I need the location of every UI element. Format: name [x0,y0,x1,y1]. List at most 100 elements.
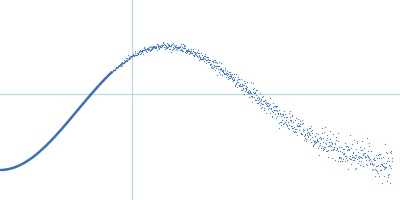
Point [154,44,161,47]
Point [202,61,209,65]
Point [146,46,152,49]
Point [190,47,196,51]
Point [132,52,138,55]
Point [120,61,126,64]
Point [166,44,172,47]
Point [310,139,316,142]
Point [300,122,306,125]
Point [118,64,125,67]
Point [305,134,311,137]
Point [273,116,280,119]
Point [250,91,256,94]
Point [152,45,158,48]
Point [197,57,203,60]
Point [346,158,353,161]
Point [196,59,202,62]
Point [159,45,166,48]
Point [130,53,136,56]
Point [332,158,338,162]
Point [168,44,174,47]
Point [321,147,328,150]
Point [372,174,378,177]
Point [288,125,294,128]
Point [369,168,376,172]
Point [301,134,308,137]
Point [327,138,334,141]
Point [365,155,371,158]
Point [328,145,334,148]
Point [237,82,244,86]
Point [317,136,324,139]
Point [193,54,200,57]
Point [188,52,195,55]
Point [201,55,207,58]
Point [367,161,373,165]
Point [150,46,156,49]
Point [268,108,274,111]
Point [259,105,265,109]
Point [291,126,298,129]
Point [181,44,187,47]
Point [363,154,370,157]
Point [175,46,182,49]
Point [135,51,142,54]
Point [255,97,262,101]
Point [159,43,165,46]
Point [182,51,189,54]
Point [128,55,134,58]
Point [226,76,232,80]
Point [144,50,150,53]
Point [121,61,127,64]
Point [208,64,215,67]
Point [237,84,243,87]
Point [241,92,247,96]
Point [207,58,214,61]
Point [349,154,355,157]
Point [338,156,344,159]
Point [117,62,123,66]
Point [134,52,141,56]
Point [273,109,279,112]
Point [128,56,134,59]
Point [349,142,355,145]
Point [371,162,377,165]
Point [182,48,189,51]
Point [289,124,295,127]
Point [172,45,178,48]
Point [308,140,314,143]
Point [374,163,381,167]
Point [339,159,346,162]
Point [153,47,159,50]
Point [370,167,376,170]
Point [306,133,313,136]
Point [305,130,312,133]
Point [184,48,190,51]
Point [227,77,233,80]
Point [314,138,320,142]
Point [238,78,244,81]
Point [278,113,285,116]
Point [204,55,210,59]
Point [388,167,394,170]
Point [322,145,328,149]
Point [186,50,192,53]
Point [335,150,341,153]
Point [311,141,318,144]
Point [359,140,366,143]
Point [216,68,223,72]
Point [215,65,222,68]
Point [160,40,166,44]
Point [353,147,360,150]
Point [305,135,311,138]
Point [132,54,139,57]
Point [125,57,131,60]
Point [244,85,250,88]
Point [140,52,146,55]
Point [231,73,238,76]
Point [214,65,220,68]
Point [269,114,276,118]
Point [382,143,388,146]
Point [152,45,159,48]
Point [164,46,170,49]
Point [168,42,175,46]
